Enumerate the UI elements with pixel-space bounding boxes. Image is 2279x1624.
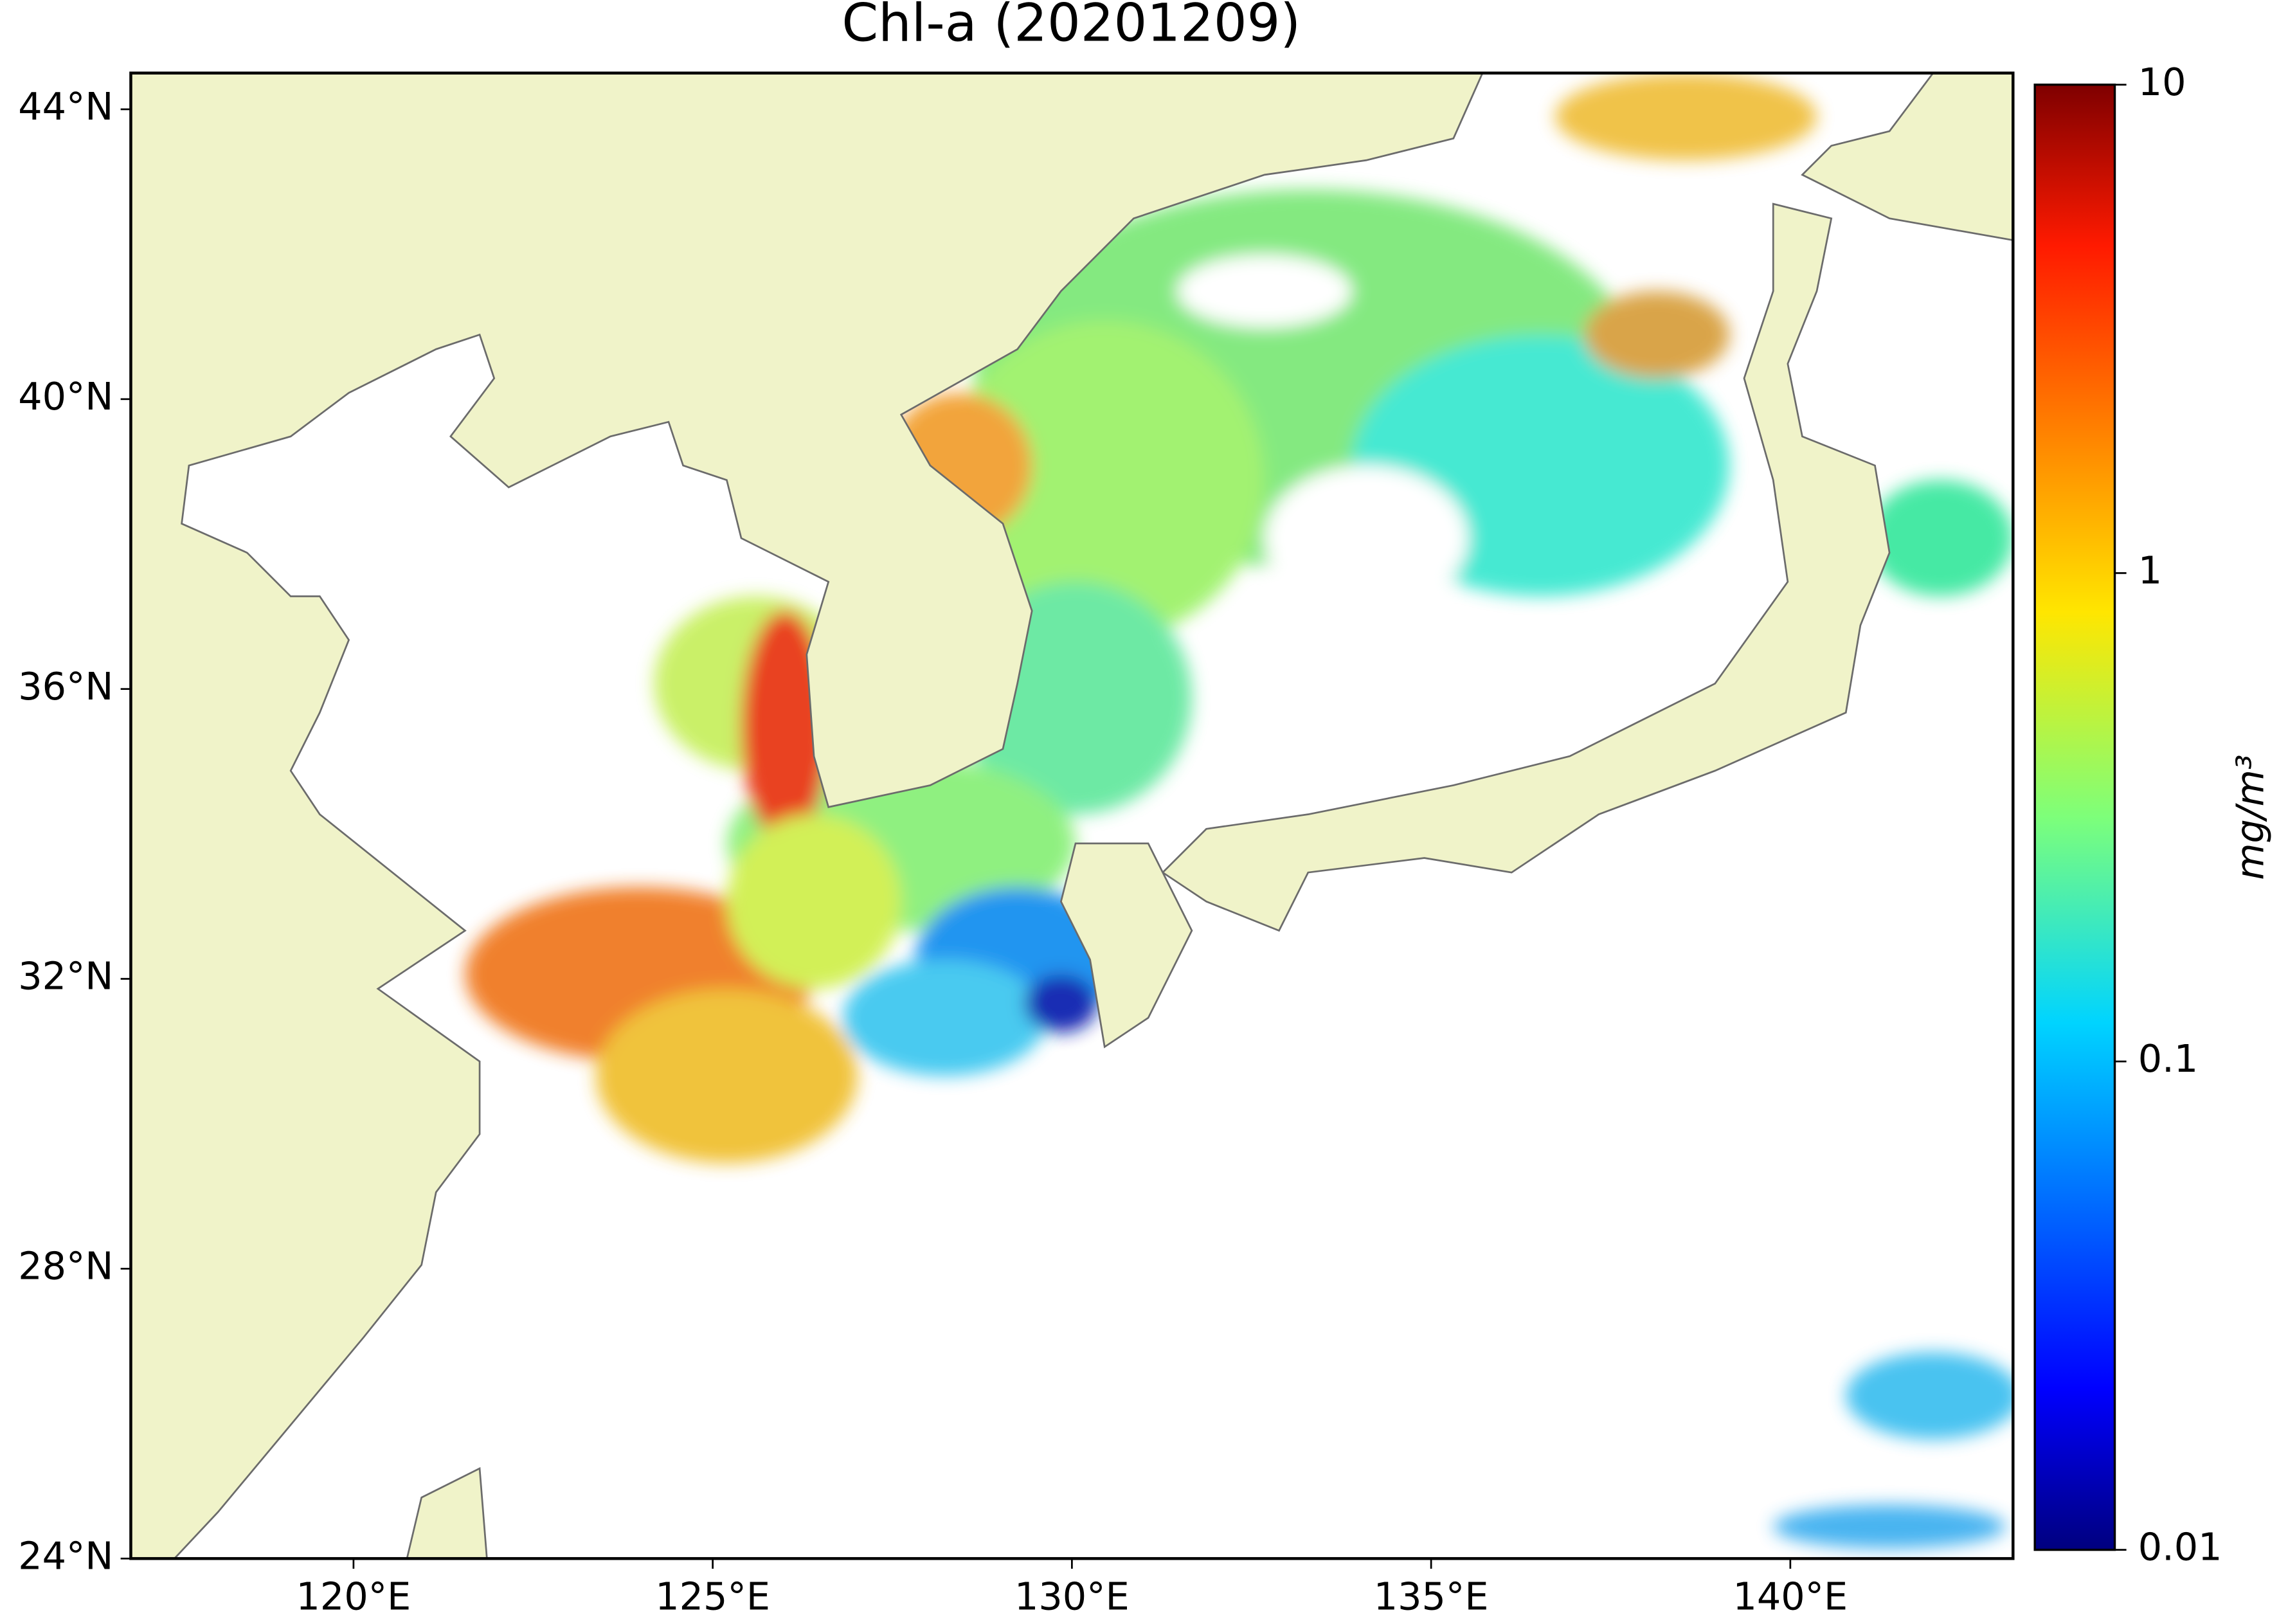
taiwan xyxy=(406,1466,488,1559)
chart-title: Chl-a (20201209) xyxy=(842,0,1301,54)
mainland xyxy=(131,73,1484,1559)
honshu xyxy=(1161,203,1891,932)
colorbar-tick-label: 0.01 xyxy=(2138,1525,2222,1569)
colorbar-tick-label: 1 xyxy=(2138,548,2162,592)
y-tick-label: 28°N xyxy=(18,1243,113,1288)
colorbar xyxy=(2033,84,2116,1551)
x-tick-label: 130°E xyxy=(1014,1574,1130,1619)
x-tick-label: 135°E xyxy=(1374,1574,1489,1619)
colorbar-label: mg/m³ xyxy=(2228,755,2272,880)
colorbar-tick-label: 0.1 xyxy=(2138,1036,2198,1081)
land xyxy=(131,73,2013,1559)
map-area xyxy=(131,73,2013,1559)
x-tick-label: 125°E xyxy=(655,1574,770,1619)
chlorophyll-field xyxy=(465,73,2013,1549)
hokkaido xyxy=(1801,73,2013,241)
y-tick-label: 44°N xyxy=(18,84,113,129)
kyushu xyxy=(1059,842,1193,1049)
colorbar-tick-label: 10 xyxy=(2138,60,2186,104)
y-tick-label: 40°N xyxy=(18,374,113,419)
x-tick-label: 140°E xyxy=(1733,1574,1848,1619)
y-tick-label: 24°N xyxy=(18,1533,113,1578)
y-tick-label: 32°N xyxy=(18,954,113,998)
x-tick-label: 120°E xyxy=(296,1574,411,1619)
y-tick-label: 36°N xyxy=(18,664,113,708)
